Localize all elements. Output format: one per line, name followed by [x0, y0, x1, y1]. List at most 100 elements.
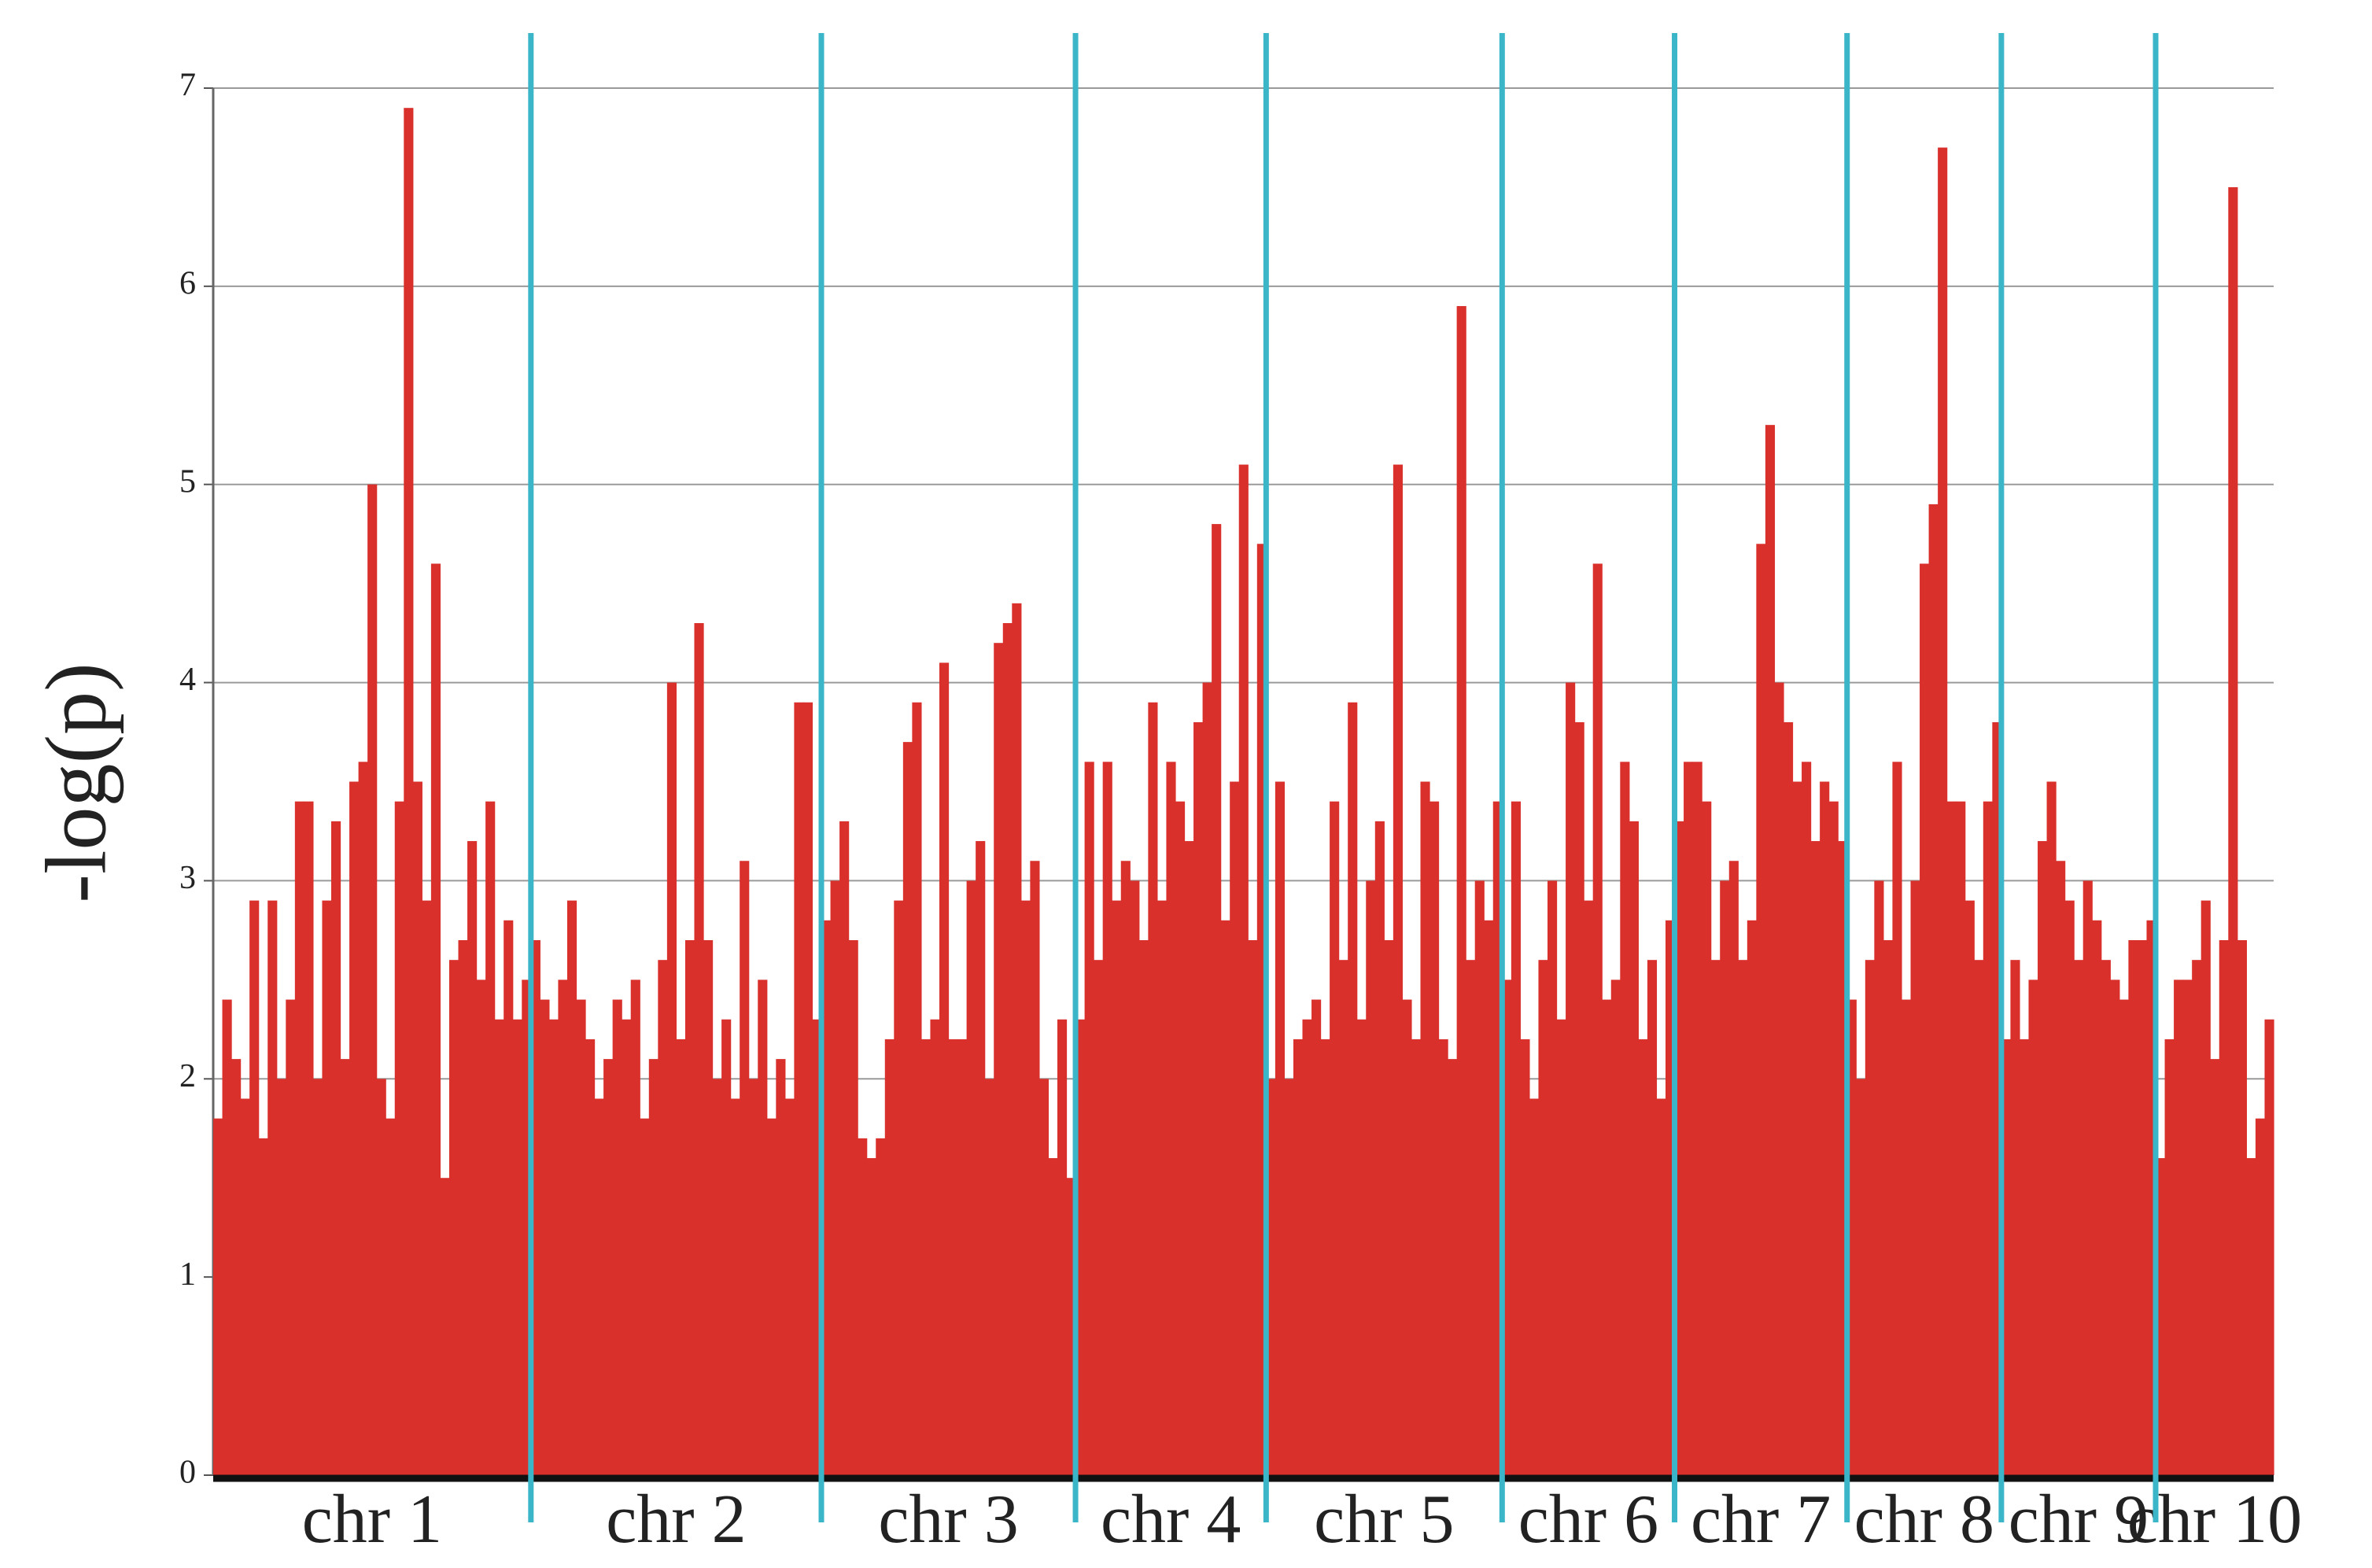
bar: [286, 999, 296, 1475]
bar: [1411, 1039, 1422, 1475]
bar: [1684, 762, 1694, 1475]
y-tick-label: 4: [179, 662, 196, 698]
bar: [648, 1059, 658, 1475]
bar: [858, 1138, 868, 1475]
bar: [1193, 721, 1204, 1475]
bar: [684, 939, 695, 1475]
bar: [1311, 999, 1322, 1475]
bar: [1484, 920, 1494, 1475]
bar: [376, 1079, 386, 1475]
bar: [2019, 1039, 2030, 1475]
bar: [367, 484, 378, 1475]
bar: [2074, 960, 2084, 1475]
bar: [603, 1059, 614, 1475]
bar: [1610, 980, 1621, 1475]
bar: [1738, 960, 1748, 1475]
bar: [1320, 1039, 1330, 1475]
chromosome-label: chr 6: [1518, 1481, 1658, 1558]
bar: [2182, 980, 2193, 1475]
bar: [658, 960, 668, 1475]
bar: [1456, 306, 1466, 1475]
bar: [1020, 900, 1031, 1475]
bar: [848, 939, 858, 1475]
bar: [258, 1138, 268, 1475]
bar: [2219, 939, 2229, 1475]
bar: [322, 900, 332, 1475]
bar: [1856, 1079, 1866, 1475]
bar: [984, 1079, 994, 1475]
bar: [2164, 1039, 2175, 1475]
bar: [712, 1079, 722, 1475]
bar: [1774, 682, 1784, 1475]
bar: [1828, 801, 1839, 1475]
bar: [2246, 1158, 2256, 1475]
bar: [1928, 504, 1939, 1475]
bar: [1220, 920, 1230, 1475]
bar: [1520, 1039, 1530, 1475]
bar: [920, 1039, 931, 1475]
y-tick-label: 0: [179, 1455, 196, 1491]
bar: [2264, 1019, 2274, 1475]
chromosome-label: chr 2: [606, 1481, 746, 1558]
bar: [1974, 960, 1984, 1475]
bar: [304, 801, 314, 1475]
bar: [1102, 762, 1112, 1475]
chromosome-label: chr 9: [2009, 1481, 2149, 1558]
bar: [740, 861, 750, 1475]
bar: [585, 1039, 596, 1475]
bar: [1230, 781, 1240, 1475]
bar: [1728, 861, 1739, 1475]
bar: [1057, 1019, 1068, 1475]
bar: [1710, 960, 1721, 1475]
bar: [1702, 801, 1712, 1475]
y-tick-label: 7: [179, 68, 196, 104]
bar: [1592, 563, 1603, 1475]
bar: [1138, 939, 1149, 1475]
bar: [2110, 980, 2120, 1475]
bar: [1865, 960, 1875, 1475]
bar: [894, 900, 904, 1475]
bar: [1938, 147, 1948, 1476]
bar: [2101, 960, 2111, 1475]
bar: [1284, 1079, 1294, 1475]
bar: [1638, 1039, 1648, 1475]
bar: [1112, 900, 1122, 1475]
bar: [2092, 920, 2102, 1475]
bar: [294, 801, 304, 1475]
bar: [404, 108, 414, 1476]
bar: [1366, 880, 1376, 1475]
bar: [784, 1098, 795, 1475]
bar: [1538, 960, 1548, 1475]
bar: [666, 682, 677, 1475]
bar: [1348, 702, 1358, 1475]
bar: [394, 801, 404, 1475]
bar: [1529, 1098, 1540, 1475]
bar: [1792, 781, 1802, 1475]
bar: [2038, 841, 2048, 1475]
bar: [2174, 980, 2184, 1475]
bar: [721, 1019, 732, 1475]
bar: [330, 821, 341, 1475]
bar: [349, 781, 360, 1475]
bar: [776, 1059, 786, 1475]
bar: [476, 980, 486, 1475]
bar: [1148, 702, 1158, 1475]
chromosome-label: chr 8: [1854, 1481, 1994, 1558]
bar: [1030, 861, 1040, 1475]
bar: [1783, 721, 1794, 1475]
bar: [267, 900, 278, 1475]
bar: [1012, 603, 1022, 1475]
bar: [1920, 563, 1930, 1475]
bar: [766, 1118, 777, 1475]
bar: [1820, 781, 1830, 1475]
bar: [1901, 999, 1912, 1475]
bar: [1647, 960, 1658, 1475]
bar: [1384, 939, 1394, 1475]
bar: [640, 1118, 650, 1475]
bar: [1302, 1019, 1312, 1475]
bar: [1248, 939, 1258, 1475]
bar: [1094, 960, 1104, 1475]
bar: [1130, 880, 1140, 1475]
bar: [1448, 1059, 1458, 1475]
bar: [802, 702, 813, 1475]
